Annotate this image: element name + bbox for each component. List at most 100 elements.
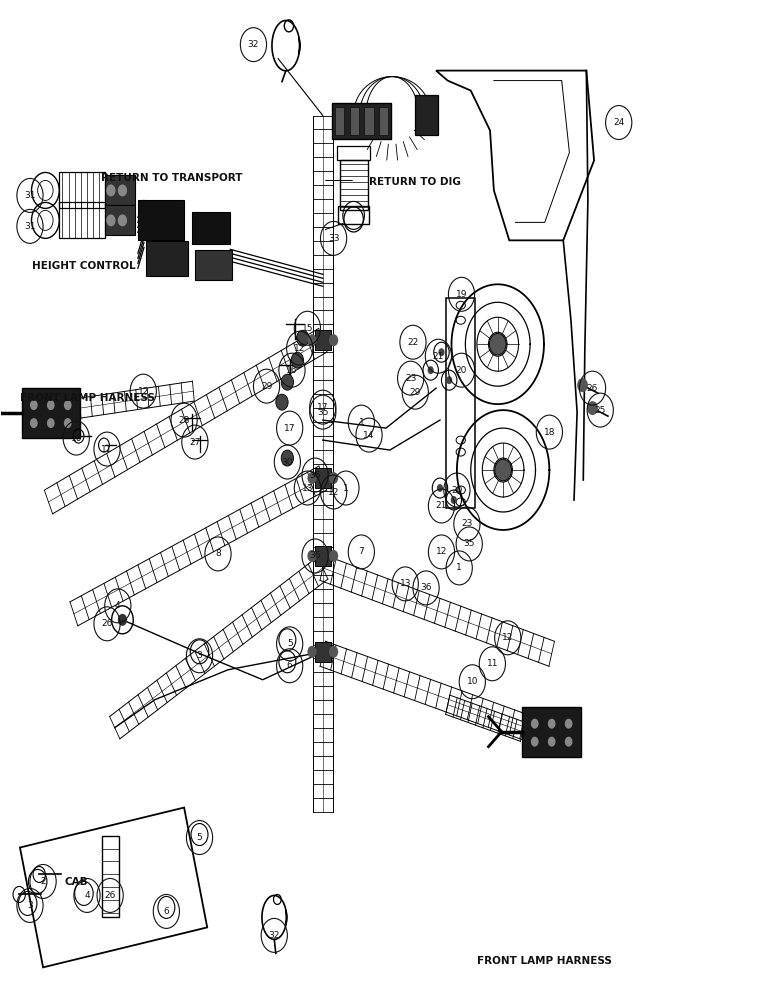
Text: FRONT LAMP HARNESS: FRONT LAMP HARNESS	[477, 956, 611, 966]
Text: 36: 36	[310, 471, 321, 480]
Bar	[332, 103, 391, 139]
Text: 4: 4	[115, 601, 120, 610]
Text: 20: 20	[455, 366, 467, 375]
Circle shape	[47, 418, 55, 428]
Text: HEIGHT CONTROL: HEIGHT CONTROL	[32, 261, 135, 271]
Bar	[350, 107, 359, 135]
Bar	[335, 107, 344, 135]
Bar	[338, 206, 369, 224]
Text: 17: 17	[284, 424, 296, 433]
Circle shape	[577, 378, 588, 392]
Text: 26: 26	[101, 619, 113, 628]
Circle shape	[291, 352, 303, 368]
Text: 22: 22	[408, 338, 418, 347]
Text: RETURN TO DIG: RETURN TO DIG	[369, 177, 461, 187]
Circle shape	[118, 614, 127, 626]
Circle shape	[30, 418, 38, 428]
Text: 5: 5	[197, 833, 202, 842]
Text: 15: 15	[302, 324, 313, 333]
Bar	[446, 298, 476, 508]
Circle shape	[307, 550, 317, 562]
Text: 1: 1	[456, 563, 462, 572]
Text: 26: 26	[587, 384, 598, 393]
Circle shape	[329, 334, 338, 346]
Text: 16: 16	[286, 366, 298, 375]
Circle shape	[495, 459, 512, 481]
Text: 23: 23	[461, 519, 472, 528]
Bar	[315, 330, 330, 350]
Bar	[191, 212, 230, 244]
Circle shape	[107, 214, 116, 226]
Text: RETURN TO TRANSPORT: RETURN TO TRANSPORT	[101, 173, 242, 183]
Circle shape	[118, 214, 127, 226]
Circle shape	[531, 719, 539, 729]
Text: 13: 13	[302, 484, 313, 493]
Text: 7: 7	[358, 547, 364, 556]
Bar	[340, 160, 367, 210]
Circle shape	[446, 376, 452, 384]
Bar	[315, 546, 330, 566]
Bar	[59, 172, 106, 208]
Circle shape	[329, 646, 338, 658]
Bar	[315, 468, 330, 488]
Circle shape	[307, 334, 317, 346]
Text: 31: 31	[24, 222, 36, 231]
Text: 6: 6	[164, 907, 169, 916]
Bar	[59, 202, 106, 238]
Text: 21: 21	[433, 352, 444, 361]
Text: 12: 12	[328, 488, 339, 497]
Bar	[523, 707, 581, 757]
Bar	[138, 200, 184, 240]
Bar	[106, 175, 135, 205]
Text: 1: 1	[358, 418, 364, 427]
Circle shape	[64, 400, 72, 410]
Bar	[415, 95, 438, 135]
Text: 12: 12	[502, 633, 513, 642]
Bar	[106, 205, 135, 235]
Circle shape	[565, 719, 573, 729]
Circle shape	[548, 719, 556, 729]
Text: 4: 4	[84, 891, 90, 900]
Text: 12: 12	[436, 547, 447, 556]
Text: 30: 30	[282, 458, 293, 467]
Text: 3: 3	[197, 651, 202, 660]
Text: 25: 25	[594, 406, 606, 415]
Circle shape	[548, 737, 556, 747]
Text: 26: 26	[104, 891, 116, 900]
Text: 36: 36	[310, 551, 321, 560]
Text: 5: 5	[287, 639, 293, 648]
Circle shape	[329, 550, 338, 562]
Text: 18: 18	[543, 428, 555, 437]
Circle shape	[118, 184, 127, 196]
Text: 24: 24	[613, 118, 625, 127]
Circle shape	[437, 484, 443, 492]
Circle shape	[489, 333, 506, 355]
Text: 13: 13	[400, 579, 411, 588]
Bar	[22, 388, 80, 438]
Text: 28: 28	[178, 416, 190, 425]
Text: 17: 17	[317, 403, 329, 412]
Text: 27: 27	[189, 438, 201, 447]
Text: FRONT LAMP HARNESS: FRONT LAMP HARNESS	[20, 393, 155, 403]
Text: 14: 14	[364, 431, 374, 440]
Text: 12: 12	[294, 344, 306, 353]
Text: 29: 29	[410, 388, 421, 397]
Circle shape	[281, 374, 293, 390]
Bar	[103, 836, 120, 917]
Text: 8: 8	[215, 549, 221, 558]
Circle shape	[428, 366, 434, 374]
Text: 21: 21	[436, 501, 447, 510]
Circle shape	[438, 348, 445, 356]
Text: 35: 35	[317, 408, 329, 417]
Bar	[315, 642, 330, 662]
Circle shape	[329, 472, 338, 484]
Circle shape	[565, 737, 573, 747]
Circle shape	[451, 496, 457, 504]
Text: 35: 35	[463, 539, 475, 548]
Circle shape	[587, 401, 598, 415]
Text: 19: 19	[455, 290, 467, 299]
Text: 3: 3	[27, 901, 33, 910]
Text: 31: 31	[24, 191, 36, 200]
Text: 1: 1	[343, 484, 349, 493]
Text: 23: 23	[405, 374, 416, 383]
